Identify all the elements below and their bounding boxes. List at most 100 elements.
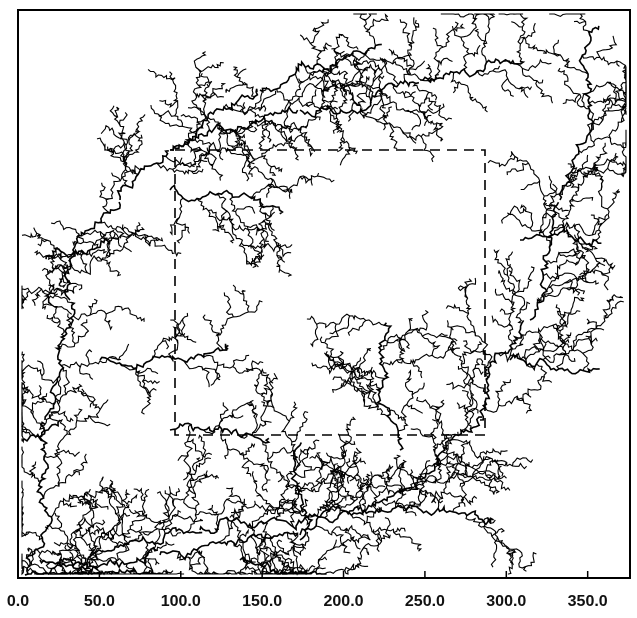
branch	[382, 348, 460, 365]
branch	[594, 163, 603, 190]
branch	[330, 316, 350, 334]
branch	[521, 37, 546, 53]
branch	[236, 207, 255, 214]
branch	[353, 448, 361, 464]
branch	[339, 34, 358, 49]
branch	[460, 444, 468, 476]
branch	[521, 181, 540, 189]
branch	[280, 270, 291, 277]
branch	[114, 107, 119, 116]
branch	[278, 472, 283, 482]
branch	[305, 67, 367, 118]
branch	[558, 68, 568, 78]
branch	[276, 242, 291, 256]
branch	[307, 314, 385, 327]
branch	[135, 510, 163, 524]
branch	[181, 115, 201, 122]
branch	[303, 440, 319, 452]
branch	[202, 367, 209, 387]
branch	[507, 163, 528, 175]
branch	[616, 90, 622, 100]
branch	[120, 363, 157, 393]
branch	[183, 468, 190, 480]
branch	[513, 458, 533, 466]
branch	[270, 166, 275, 175]
branch	[143, 380, 160, 383]
branch	[54, 543, 73, 549]
branch	[543, 267, 613, 280]
branch	[396, 340, 410, 349]
branch	[493, 66, 500, 71]
branch	[101, 126, 122, 139]
branch	[315, 19, 328, 32]
branch	[226, 83, 247, 93]
branch	[495, 460, 503, 476]
branch	[356, 93, 366, 105]
branch	[508, 271, 520, 344]
branch	[348, 321, 366, 336]
branch	[399, 460, 421, 478]
branch	[330, 540, 336, 550]
branch	[22, 360, 57, 383]
branch	[478, 14, 489, 20]
branch	[414, 17, 419, 27]
branch	[369, 15, 388, 30]
branch	[130, 526, 141, 532]
branch	[431, 400, 444, 467]
branch	[462, 391, 471, 406]
branch	[254, 370, 266, 386]
branch	[446, 305, 468, 314]
branch	[45, 526, 59, 529]
branch	[417, 397, 442, 408]
branch	[210, 164, 222, 181]
branch	[441, 14, 473, 17]
branch	[415, 544, 421, 552]
branch	[608, 158, 616, 168]
branch	[264, 465, 266, 474]
branch	[597, 36, 616, 58]
branch	[242, 461, 251, 477]
branch	[583, 296, 613, 371]
branch	[63, 502, 77, 507]
branch	[137, 115, 145, 132]
branch	[154, 240, 181, 256]
branch	[49, 294, 58, 305]
branch	[310, 28, 321, 65]
branch	[252, 471, 262, 497]
branch	[579, 277, 599, 285]
branch	[173, 499, 183, 508]
branch	[449, 347, 486, 393]
branch	[500, 309, 511, 314]
branch	[408, 319, 412, 331]
branch	[439, 336, 457, 341]
fractal-cluster	[22, 14, 626, 575]
branch	[27, 548, 72, 558]
branch	[400, 19, 412, 47]
branch	[74, 489, 92, 565]
branch	[466, 516, 526, 572]
branch	[360, 109, 440, 140]
branch	[404, 20, 419, 81]
branch	[502, 79, 514, 97]
branch	[22, 447, 24, 464]
branch	[461, 14, 477, 69]
branch	[146, 542, 167, 574]
branch	[65, 202, 121, 300]
branch	[432, 346, 439, 356]
branch	[362, 548, 369, 555]
branch	[100, 183, 109, 199]
branch	[263, 212, 275, 217]
branch	[100, 344, 228, 369]
branch	[592, 178, 609, 243]
branch	[177, 227, 188, 243]
branch	[233, 285, 244, 294]
branch	[109, 344, 128, 360]
branch	[507, 206, 525, 214]
branch	[498, 352, 542, 370]
branch	[217, 290, 249, 350]
branch	[81, 319, 88, 333]
branch	[225, 446, 228, 460]
branch	[169, 488, 179, 496]
branch	[517, 267, 534, 292]
branch	[173, 158, 182, 170]
